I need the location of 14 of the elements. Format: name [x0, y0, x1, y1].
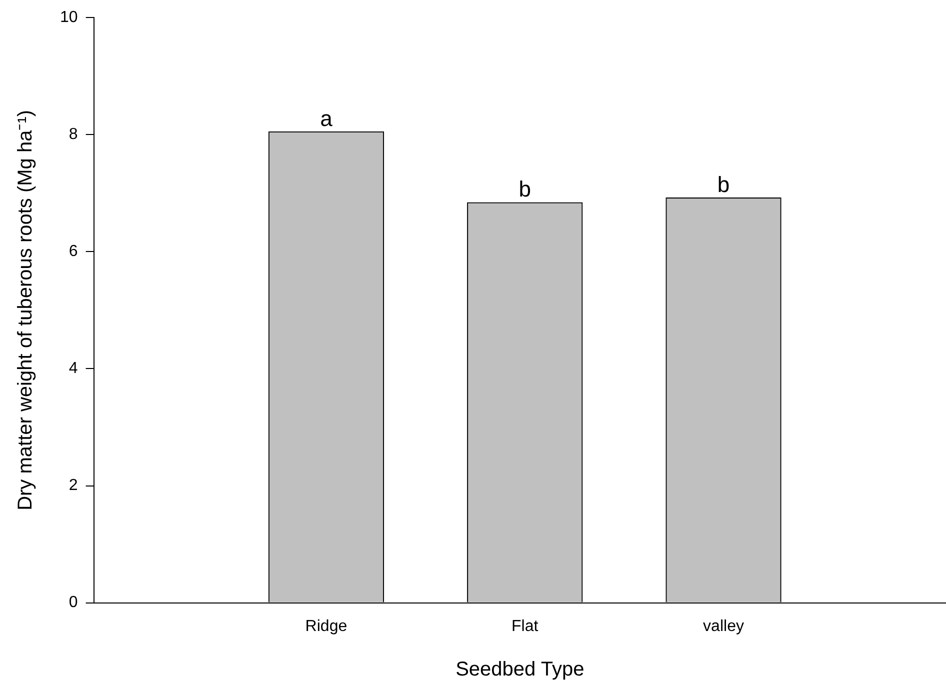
annotation: b [717, 172, 730, 197]
x-tick-label: Ridge [305, 618, 348, 635]
y-tick-label: 0 [68, 594, 78, 612]
y-tick-label: 10 [60, 9, 78, 26]
annotation: a [320, 106, 334, 131]
y-tick-label: 6 [68, 243, 78, 260]
x-axis-title: Seedbed Type [456, 658, 584, 681]
x-tick-label: Flat [512, 618, 539, 635]
y-tick-label: 4 [68, 360, 78, 378]
x-tick-label: valley [703, 618, 744, 635]
y-tick-label: 8 [68, 126, 78, 144]
annotation: b [518, 176, 531, 202]
y-tick-label: 2 [68, 477, 78, 494]
y-axis-title: Dry matter weight of tuberous roots (Mg ha⁻¹) [14, 110, 37, 510]
